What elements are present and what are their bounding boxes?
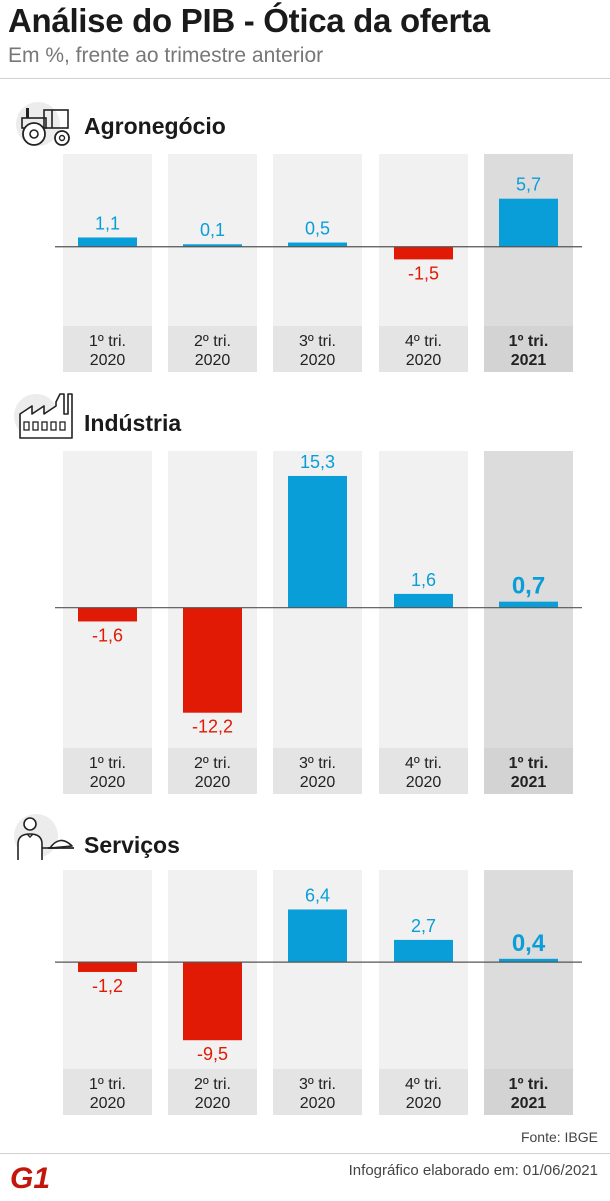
bar: [499, 958, 558, 963]
bar: [183, 962, 242, 1041]
category-label-box: [484, 748, 573, 794]
factory-icon: [14, 392, 76, 444]
chart-industria: -1,6 -12,2 15,3 1,6 0,7 1º tri. 2020 2º tri. 202…: [55, 451, 582, 794]
logo-text: G1: [10, 1162, 50, 1192]
page-subtitle: Em %, frente ao trimestre anterior: [8, 44, 324, 67]
value-label: 2,7: [411, 916, 436, 936]
category-label-box: [168, 1069, 257, 1115]
bar: [394, 939, 453, 963]
footer-divider: [0, 1153, 610, 1154]
waiter-icon: [14, 812, 76, 864]
category-label-box: [273, 748, 362, 794]
category-label-box: [379, 326, 468, 372]
value-label: 1,6: [411, 570, 436, 590]
value-label: 0,5: [305, 219, 330, 239]
value-label: 6,4: [305, 885, 330, 905]
tractor-icon: [14, 100, 76, 152]
category-label-box: [379, 748, 468, 794]
category-label-box: [168, 748, 257, 794]
value-label: -1,5: [408, 263, 439, 283]
bar: [78, 237, 137, 247]
category-label-box: [63, 326, 152, 372]
category-label: 2º tri. 2020: [194, 1076, 231, 1112]
category-label: 2º tri. 2020: [194, 333, 231, 369]
value-label: 0,4: [512, 930, 546, 957]
bar: [288, 242, 347, 247]
bar: [394, 593, 453, 608]
value-label: 0,1: [200, 220, 225, 240]
category-label-box: [379, 1069, 468, 1115]
value-label: -9,5: [197, 1044, 228, 1064]
category-label: 4º tri. 2020: [405, 755, 442, 791]
category-label: 2º tri. 2020: [194, 755, 231, 791]
source-note: Fonte: IBGE: [520, 1129, 598, 1145]
bar: [394, 246, 453, 260]
category-label-box: [484, 326, 573, 372]
chart-agronegocio: 1,1 0,1 0,5 -1,5 5,7 1º tri. 2020 2º tri. 2020 3º…: [55, 154, 582, 372]
footer-note: Infográfico elaborado em: 01/06/2021: [348, 1162, 598, 1179]
category-label: 3º tri. 2020: [299, 1076, 336, 1112]
section-title-industria: Indústria: [84, 410, 182, 436]
column-panel: [484, 451, 573, 794]
category-label-box: [168, 326, 257, 372]
value-label: 15,3: [300, 452, 335, 472]
category-label: 3º tri. 2020: [299, 333, 336, 369]
bar: [183, 607, 242, 713]
category-label: 1º tri. 2020: [89, 333, 126, 369]
g1-logo: G1: [10, 1162, 56, 1197]
value-label: -1,6: [92, 625, 123, 645]
value-label: 0,7: [512, 573, 545, 600]
category-label: 1º tri. 2020: [89, 755, 126, 791]
category-label: 1º tri. 2021: [509, 1076, 549, 1112]
bar: [183, 244, 242, 247]
category-label: 1º tri. 2021: [509, 755, 549, 791]
category-label: 1º tri. 2020: [89, 1076, 126, 1112]
value-label: 1,1: [95, 213, 120, 233]
bar: [288, 909, 347, 963]
column-panel: [379, 451, 468, 794]
category-label-box: [273, 1069, 362, 1115]
header-divider: [0, 78, 610, 79]
value-label: -1,2: [92, 976, 123, 996]
chart-servicos: -1,2 -9,5 6,4 2,7 0,4 1º tri. 2020 2º tri. 2020 3…: [55, 870, 582, 1115]
category-label: 4º tri. 2020: [405, 333, 442, 369]
page-title: Análise do PIB - Ótica da oferta: [8, 2, 490, 39]
bar: [499, 198, 558, 247]
category-label: 4º tri. 2020: [405, 1076, 442, 1112]
category-label-box: [273, 326, 362, 372]
section-title-agronegocio: Agronegócio: [84, 113, 226, 139]
column-panel: [63, 451, 152, 794]
bar: [78, 607, 137, 622]
category-label: 3º tri. 2020: [299, 755, 336, 791]
bar: [499, 601, 558, 608]
bar: [288, 475, 347, 608]
value-label: -12,2: [192, 717, 233, 737]
category-label: 1º tri. 2021: [509, 333, 549, 369]
bar: [78, 962, 137, 972]
category-label-box: [63, 1069, 152, 1115]
section-title-servicos: Serviços: [84, 832, 180, 858]
category-label-box: [63, 748, 152, 794]
value-label: 5,7: [516, 175, 541, 195]
category-label-box: [484, 1069, 573, 1115]
